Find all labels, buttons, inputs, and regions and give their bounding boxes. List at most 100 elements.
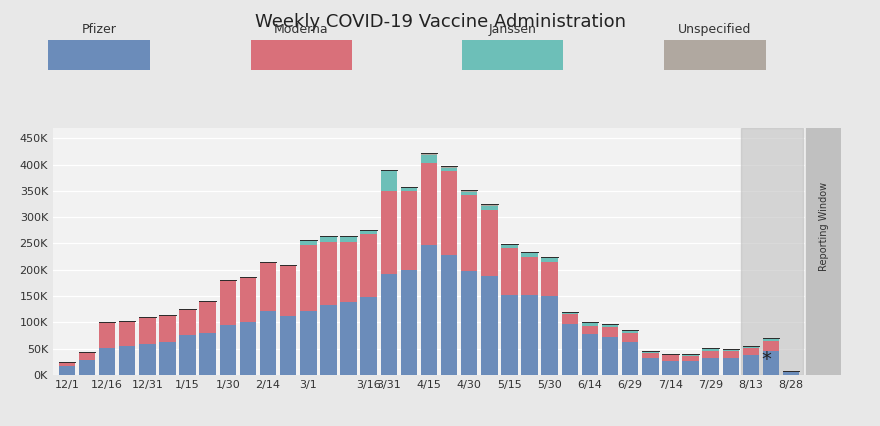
Bar xyxy=(521,295,538,375)
Bar xyxy=(481,204,497,206)
Bar xyxy=(521,253,538,257)
Bar xyxy=(421,153,437,155)
Bar xyxy=(239,322,256,375)
Bar xyxy=(481,206,497,210)
Bar xyxy=(743,347,759,348)
Bar xyxy=(722,350,739,351)
Bar xyxy=(702,348,719,349)
Bar xyxy=(743,355,759,375)
Bar xyxy=(180,309,196,335)
Bar xyxy=(502,245,517,248)
Bar xyxy=(602,324,619,325)
Bar xyxy=(541,262,558,296)
Bar xyxy=(361,234,377,297)
Bar xyxy=(260,262,276,311)
Bar xyxy=(582,334,598,375)
Bar xyxy=(361,297,377,375)
Bar xyxy=(220,325,236,375)
Bar xyxy=(200,333,216,375)
Bar xyxy=(602,327,619,337)
Bar xyxy=(400,187,417,191)
Bar xyxy=(481,276,497,375)
Bar xyxy=(99,322,115,348)
Bar xyxy=(59,362,75,366)
Bar xyxy=(702,349,719,351)
Bar xyxy=(763,339,780,341)
Bar xyxy=(602,325,619,327)
Bar xyxy=(300,311,317,375)
Bar xyxy=(743,348,759,355)
Bar xyxy=(99,348,115,375)
Bar xyxy=(582,322,598,323)
Bar xyxy=(461,195,478,271)
Bar xyxy=(763,341,780,351)
Bar xyxy=(521,257,538,295)
Bar xyxy=(622,342,638,375)
Bar xyxy=(461,190,478,193)
Bar xyxy=(682,354,699,355)
Bar xyxy=(421,245,437,375)
Bar xyxy=(159,342,176,375)
Bar xyxy=(260,311,276,375)
Bar xyxy=(722,357,739,375)
Bar xyxy=(722,351,739,357)
Bar xyxy=(320,305,337,375)
Bar xyxy=(702,351,719,358)
Bar xyxy=(602,337,619,375)
Text: Reporting Window: Reporting Window xyxy=(818,182,829,271)
Bar xyxy=(461,271,478,375)
Text: Moderna: Moderna xyxy=(274,23,329,36)
Bar xyxy=(783,372,799,375)
Bar xyxy=(502,295,517,375)
Bar xyxy=(341,242,356,302)
Text: Janssen: Janssen xyxy=(488,23,537,36)
Bar xyxy=(461,193,478,195)
Bar xyxy=(642,352,658,353)
Text: Unspecified: Unspecified xyxy=(678,23,752,36)
Bar xyxy=(741,128,803,375)
Bar xyxy=(541,258,558,262)
Bar xyxy=(421,163,437,245)
Bar xyxy=(341,236,356,242)
Bar xyxy=(159,315,176,342)
Bar xyxy=(743,346,759,347)
Text: Weekly COVID-19 Vaccine Administration: Weekly COVID-19 Vaccine Administration xyxy=(254,13,626,31)
Bar xyxy=(280,265,297,316)
Bar xyxy=(119,346,136,375)
Bar xyxy=(441,255,458,375)
Bar xyxy=(561,324,578,375)
Bar xyxy=(642,351,658,352)
Bar xyxy=(763,351,780,375)
Bar xyxy=(561,314,578,324)
Bar xyxy=(561,311,578,312)
Bar xyxy=(380,191,397,274)
Bar xyxy=(682,356,699,361)
Bar xyxy=(59,366,75,375)
Text: *: * xyxy=(761,350,771,368)
Bar xyxy=(441,168,458,171)
Bar xyxy=(642,357,658,375)
Bar xyxy=(541,256,558,258)
Bar xyxy=(642,353,658,357)
Bar xyxy=(541,296,558,375)
Bar xyxy=(722,349,739,350)
Bar xyxy=(139,344,156,375)
Bar xyxy=(280,316,297,375)
Bar xyxy=(783,371,799,372)
Bar xyxy=(220,280,236,325)
Bar xyxy=(380,170,397,191)
Bar xyxy=(521,252,538,253)
Bar xyxy=(400,191,417,270)
Text: Pfizer: Pfizer xyxy=(82,23,116,36)
Bar xyxy=(78,360,95,375)
Bar xyxy=(662,361,678,375)
Bar xyxy=(239,276,256,322)
Bar xyxy=(622,333,638,342)
Bar xyxy=(481,210,497,276)
Bar xyxy=(702,358,719,375)
Bar xyxy=(361,230,377,234)
Bar xyxy=(320,242,337,305)
Bar xyxy=(582,326,598,334)
Bar xyxy=(441,166,458,168)
Bar xyxy=(400,270,417,375)
